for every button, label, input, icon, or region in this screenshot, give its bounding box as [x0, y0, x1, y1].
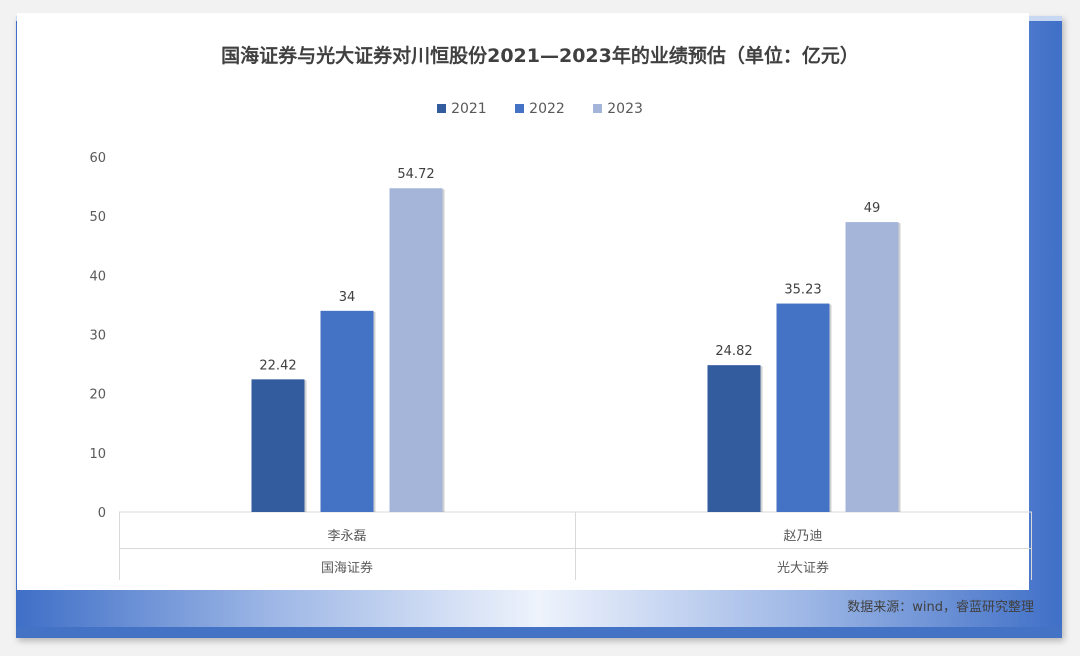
legend-item-2021: 2021	[437, 101, 487, 117]
bars: 22.42 34 54.72 24.82 35.23 49	[251, 167, 901, 513]
y-tick-label-50: 50	[89, 210, 106, 225]
data-label-2021-1: 22.42	[259, 358, 296, 373]
y-tick-label-60: 60	[89, 151, 106, 166]
y-tick-label-30: 30	[89, 329, 106, 344]
legend-item-2023: 2023	[593, 101, 643, 117]
legend-swatch-2022	[515, 104, 525, 113]
bar-2023-2	[845, 222, 899, 513]
source-note: 数据来源：wind，睿蓝研究整理	[847, 600, 1034, 615]
data-label-2021-2: 24.82	[715, 344, 752, 359]
x-axis	[119, 511, 1032, 580]
bar-2023-1	[389, 188, 443, 513]
category-label-2: 赵乃迪	[783, 529, 822, 544]
legend-label-2023: 2023	[607, 101, 643, 117]
y-axis: 0 10 20 30 40 50 60	[89, 151, 106, 521]
group-label-2: 光大证券	[777, 560, 829, 576]
legend-label-2021: 2021	[451, 101, 487, 117]
y-tick-label-10: 10	[89, 447, 106, 462]
x-axis-labels: 李永磊 赵乃迪 国海证券 光大证券	[321, 529, 829, 576]
bar-2021-1	[251, 379, 305, 512]
category-label-1: 李永磊	[327, 529, 366, 544]
bar-2021-2	[707, 365, 761, 512]
legend-item-2022: 2022	[515, 101, 565, 117]
group-label-1: 国海证券	[321, 560, 373, 576]
legend-swatch-2023	[593, 104, 603, 113]
legend-label-2022: 2022	[529, 101, 565, 117]
data-label-2023-1: 54.72	[397, 167, 434, 182]
chart-legend: 2021 2022 2023	[0, 101, 1080, 117]
bar-2022-1	[320, 310, 374, 512]
legend-swatch-2021	[437, 104, 447, 113]
data-label-2022-2: 35.23	[784, 283, 821, 298]
y-tick-label-40: 40	[89, 269, 106, 284]
chart-title: 国海证券与光大证券对川恒股份2021—2023年的业绩预估（单位：亿元）	[221, 45, 859, 67]
y-tick-label-0: 0	[98, 506, 106, 521]
data-label-2023-2: 49	[864, 201, 881, 216]
y-tick-label-20: 20	[89, 388, 106, 403]
data-label-2022-1: 34	[339, 290, 356, 305]
bar-2022-2	[776, 303, 830, 512]
